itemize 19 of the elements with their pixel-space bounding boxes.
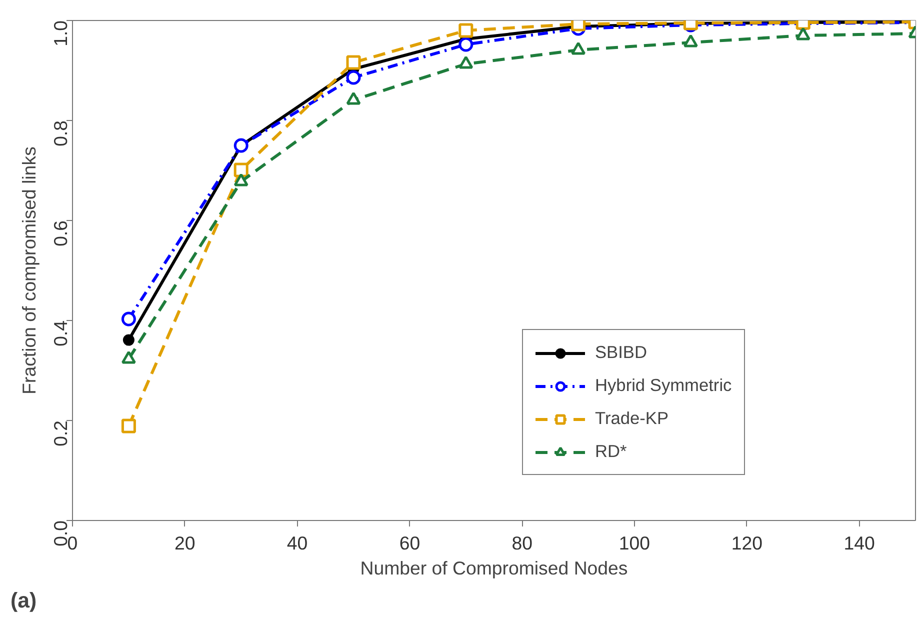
legend-label: RD* [595, 441, 627, 462]
x-tick-label: 120 [731, 532, 762, 554]
x-axis-title: Number of Compromised Nodes [360, 558, 628, 578]
y-tick-label: 0.4 [50, 320, 71, 346]
text: (a) [10, 588, 37, 612]
legend-label: Trade-KP [595, 408, 669, 429]
x-tick-label: 80 [512, 532, 532, 554]
y-tick-label: 0.6 [50, 220, 71, 246]
y-tick-label: 0.8 [50, 120, 71, 146]
y-tick-label: 1.0 [50, 20, 71, 46]
x-tick-label: 60 [399, 532, 420, 554]
legend-label: SBIBD [595, 342, 648, 363]
x-tick-label: 40 [286, 532, 308, 554]
x-tick-label: 100 [618, 532, 650, 554]
legend-label: Hybrid Symmetric [595, 375, 732, 396]
x-tick-label: 140 [844, 532, 875, 554]
y-tick-label: 0.2 [50, 420, 71, 446]
x-tick-label: 20 [174, 532, 196, 554]
y-axis-title: Fraction of compromised links [18, 146, 40, 394]
